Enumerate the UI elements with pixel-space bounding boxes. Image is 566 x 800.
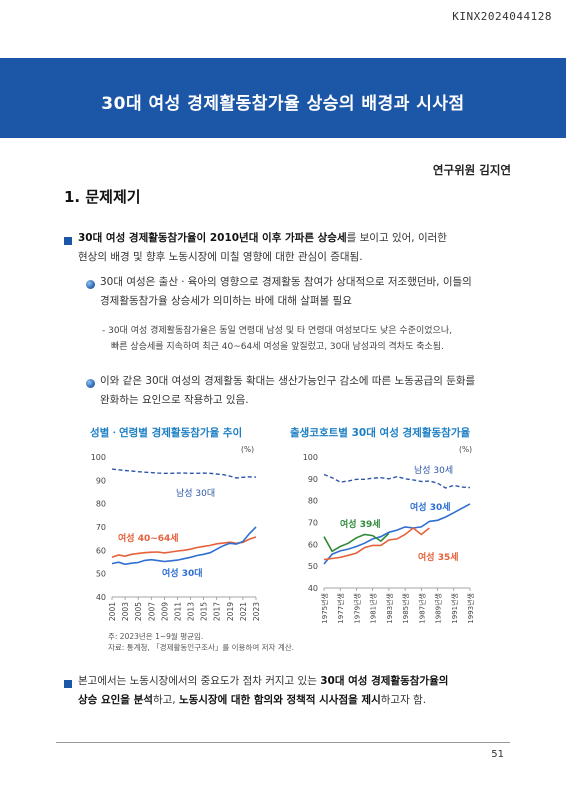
purpose-text3: 하고자 함. — [380, 694, 427, 706]
x-tick-label: 1985년생 — [401, 593, 410, 624]
series-label: 여성 40~64세 — [118, 532, 179, 544]
chart-birth-cohort: 40 50 60 70 80 90 100 (%) 1975년생 1977년생 1979년생 1981… — [303, 445, 475, 624]
x-tick-label: 1989년생 — [434, 593, 443, 624]
series-label: 남성 30세 — [414, 465, 453, 476]
x-tick-label: 2005 — [134, 602, 143, 621]
document-id: KINX2024044128 — [452, 10, 552, 23]
series-label: 여성 39세 — [340, 518, 381, 530]
chart-notes: 주: 2023년은 1~9월 평균임. 자료: 통계청, 「경제활동인구조사」를… — [108, 631, 294, 653]
chart1-title: 성별ㆍ연령별 경제활동참가율 추이 — [90, 427, 243, 439]
y-tick-label: 50 — [308, 562, 318, 571]
y-tick-label: 50 — [96, 570, 106, 579]
background-line2: 경제활동참가율 상승세가 의미하는 바에 대해 살펴볼 필요 — [100, 295, 352, 307]
x-tick-label: 2017 — [213, 602, 222, 621]
purpose-text2: 하고, — [152, 694, 179, 706]
paragraph-background: 30대 여성은 출산ㆍ육아의 영향으로 경제활동 참여가 상대적으로 저조했던바… — [100, 273, 520, 311]
x-tick-label: 2001 — [108, 602, 117, 621]
purpose-bold1: 30대 여성 경제활동참가율의 — [320, 675, 449, 687]
chart-age-gender-trend: 40 50 60 70 80 90 100 (%) 2001 2003 2005 2007 2009 20… — [91, 445, 261, 621]
purpose-bold2: 상승 요인을 분석 — [78, 694, 153, 706]
series-label: 남성 30대 — [176, 488, 215, 499]
square-bullet-icon — [64, 680, 72, 688]
circle-bullet-icon — [86, 379, 95, 388]
x-tick-label: 1981년생 — [369, 593, 378, 624]
purpose-bold3: 노동시장에 대한 함의와 정책적 시사점을 제시 — [178, 694, 381, 706]
y-tick-label: 90 — [308, 475, 318, 484]
series-line — [111, 526, 257, 566]
title-banner — [0, 58, 566, 138]
intro-bold: 30대 여성 경제활동참가율이 2010년대 이후 가파른 상승세 — [78, 232, 347, 244]
y-tick-label: 40 — [96, 593, 106, 602]
y-tick-label: 100 — [91, 453, 106, 462]
y-tick-label: 80 — [308, 497, 318, 506]
y-tick-label: 60 — [308, 540, 318, 549]
series-label: 여성 35세 — [418, 551, 459, 563]
y-tick-label: 40 — [308, 584, 318, 593]
purpose-text1: 본고에서는 노동시장에서의 중요도가 점차 커지고 있는 — [78, 675, 321, 687]
x-tick-label: 1983년생 — [385, 593, 394, 624]
paragraph-intro: 30대 여성 경제활동참가율이 2010년대 이후 가파른 상승세를 보이고 있… — [78, 229, 518, 267]
paragraph-detail: - 30대 여성 경제활동참가율은 동일 연령대 남성 및 타 연령대 여성보다… — [102, 323, 522, 355]
author: 연구위원 김지연 — [432, 163, 511, 177]
series-line — [111, 468, 257, 479]
paragraph-purpose: 본고에서는 노동시장에서의 중요도가 점차 커지고 있는 30대 여성 경제활동… — [78, 672, 518, 710]
intro-text: 를 보이고 있어, 이러한 — [346, 232, 447, 244]
x-tick-label: 2011 — [173, 602, 182, 621]
x-tick-label: 2021 — [239, 602, 248, 621]
y-tick-label: 80 — [96, 500, 106, 509]
detail-line2: 빠른 상승세를 지속하여 최근 40~64세 여성을 앞질렀고, 30대 남성과… — [111, 342, 444, 352]
square-bullet-icon — [64, 237, 72, 245]
footer-divider — [56, 742, 510, 743]
x-tick-label: 2023 — [252, 602, 261, 621]
x-tick-label: 1991년생 — [450, 593, 459, 624]
chart2-title: 출생코호트별 30대 여성 경제활동참가율 — [290, 427, 471, 439]
intro-text-line2: 현상의 배경 및 향후 노동시장에 미칠 영향에 대한 관심이 증대됨. — [78, 251, 363, 263]
series-line — [111, 536, 257, 559]
x-tick-label: 1993년생 — [466, 593, 475, 624]
page-title: 30대 여성 경제활동참가율 상승의 배경과 시사점 — [101, 94, 465, 114]
series-line — [323, 503, 471, 565]
x-tick-label: 1979년생 — [352, 593, 361, 624]
x-tick-label: 2003 — [121, 602, 130, 621]
detail-line1: - 30대 여성 경제활동참가율은 동일 연령대 남성 및 타 연령대 여성보다… — [102, 326, 452, 336]
series-label: 여성 30대 — [162, 567, 203, 579]
x-tick-label: 2015 — [200, 602, 209, 621]
paragraph-effect: 이와 같은 30대 여성의 경제활동 확대는 생산가능인구 감소에 따른 노동공… — [100, 372, 520, 410]
x-tick-label: 1975년생 — [320, 593, 329, 624]
background-line1: 30대 여성은 출산ㆍ육아의 영향으로 경제활동 참여가 상대적으로 저조했던바… — [100, 276, 472, 288]
unit-label: (%) — [459, 445, 472, 454]
series-line — [323, 473, 471, 489]
y-tick-label: 100 — [303, 453, 318, 462]
y-tick-label: 90 — [96, 476, 106, 485]
page-number: 51 — [491, 749, 504, 760]
y-tick-label: 70 — [96, 523, 106, 532]
series-line — [323, 532, 390, 553]
x-tick-label: 2007 — [147, 602, 156, 621]
y-tick-label: 70 — [308, 519, 318, 528]
effect-line2: 완화하는 요인으로 작용하고 있음. — [100, 394, 249, 406]
note-line1: 주: 2023년은 1~9월 평균임. — [108, 632, 204, 641]
note-source: 자료: 통계청, 「경제활동인구조사」를 이용하여 저자 계산. — [108, 643, 295, 652]
y-tick-label: 60 — [96, 546, 106, 555]
effect-line1: 이와 같은 30대 여성의 경제활동 확대는 생산가능인구 감소에 따른 노동공… — [100, 375, 476, 387]
x-tick-label: 2009 — [160, 602, 169, 621]
series-label: 여성 30세 — [410, 501, 451, 513]
circle-bullet-icon — [86, 280, 95, 289]
x-tick-label: 2013 — [187, 602, 196, 621]
unit-label: (%) — [241, 445, 254, 454]
x-tick-label: 2019 — [226, 602, 235, 621]
x-tick-label: 1987년생 — [417, 593, 426, 624]
x-tick-label: 1977년생 — [336, 593, 345, 624]
series-line — [323, 526, 430, 561]
section-heading: 1. 문제제기 — [64, 188, 141, 206]
